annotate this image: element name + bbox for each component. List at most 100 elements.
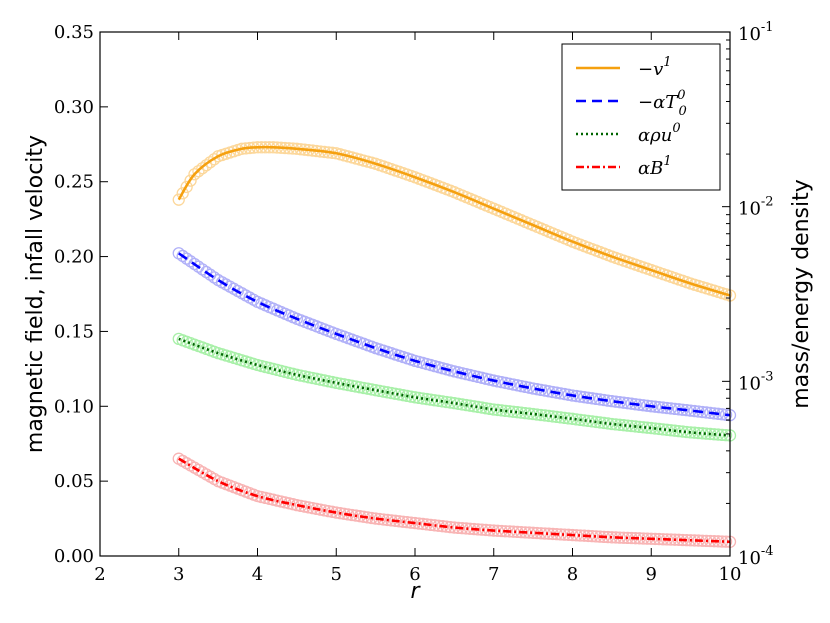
y-right-tick-label: 10-2 bbox=[738, 195, 774, 220]
series-marker-point bbox=[562, 412, 575, 425]
y-left-tick-label: 0.00 bbox=[54, 546, 94, 567]
y-left-tick-label: 0.05 bbox=[54, 471, 94, 492]
series-marker-point bbox=[369, 384, 382, 397]
series-marker-point bbox=[645, 532, 658, 545]
series-marker-point bbox=[172, 193, 185, 206]
y-right-tick-label: 10-4 bbox=[738, 544, 774, 569]
series-marker-point bbox=[389, 514, 402, 527]
series-marker-point bbox=[353, 381, 367, 394]
series-line-0 bbox=[177, 145, 731, 297]
series-marker-point bbox=[656, 423, 670, 436]
series-marker-point bbox=[680, 425, 693, 439]
series-marker-point bbox=[428, 394, 441, 407]
series-marker-point bbox=[696, 427, 709, 440]
x-tick-label: 3 bbox=[173, 564, 184, 585]
y-right-axis-title: mass/energy density bbox=[789, 179, 814, 409]
series-marker-point bbox=[712, 428, 725, 441]
series-marker-point bbox=[349, 380, 363, 393]
legend-label-2: αρu0 bbox=[638, 121, 681, 146]
series-marker-point bbox=[708, 407, 721, 420]
x-tick-label: 7 bbox=[488, 564, 499, 585]
y-right-tick-label: 10-3 bbox=[738, 369, 774, 394]
x-tick-label: 9 bbox=[646, 564, 657, 585]
series-marker-point bbox=[676, 425, 689, 438]
series-marker-point bbox=[503, 405, 516, 418]
series-marker-point bbox=[641, 421, 654, 434]
legend-label-0: −v1 bbox=[638, 55, 672, 80]
series-line-2 bbox=[178, 337, 731, 437]
series-markers-1 bbox=[172, 247, 737, 422]
x-tick-label: 10 bbox=[719, 564, 742, 585]
series-marker-point bbox=[483, 524, 496, 537]
series-marker-point bbox=[310, 502, 323, 515]
series-marker-point bbox=[341, 508, 355, 521]
series-marker-point bbox=[294, 499, 307, 513]
series-marker-point bbox=[432, 394, 445, 407]
series-marker-point bbox=[326, 505, 339, 518]
series-marker-point bbox=[660, 533, 674, 546]
legend-label-1: −αT0 0 bbox=[638, 88, 687, 119]
series-marker-point bbox=[586, 415, 599, 428]
series-marker-point bbox=[389, 387, 402, 400]
y-left-axis-title: magnetic field, infall velocity bbox=[23, 135, 48, 453]
series-marker-point bbox=[420, 518, 433, 531]
series-marker-point bbox=[676, 533, 689, 547]
y-left-tick-label: 0.30 bbox=[54, 97, 94, 118]
series-marker-point bbox=[176, 187, 189, 200]
series-marker-point bbox=[330, 376, 343, 390]
series-marker-point bbox=[605, 417, 619, 431]
y-left-tick-label: 0.20 bbox=[54, 247, 94, 268]
axes-ticks: 2 3 4 5 6 7 8 9 10 0.00 0.05 0.10 0.15 0.20 0.25 0.30 0.… bbox=[54, 20, 774, 585]
series-marker-point bbox=[467, 400, 481, 413]
series-marker-point bbox=[357, 510, 370, 523]
series-marker-point bbox=[566, 528, 579, 542]
series-marker-point bbox=[448, 397, 461, 410]
y-right-tick-label: 10-1 bbox=[738, 20, 774, 45]
x-tick-label: 2 bbox=[94, 564, 105, 585]
series-marker-point bbox=[719, 535, 733, 548]
series-marker-point bbox=[196, 162, 209, 175]
series-marker-point bbox=[660, 423, 674, 436]
series-marker-point bbox=[487, 403, 500, 416]
series-marker-point bbox=[566, 412, 579, 425]
series-marker-point bbox=[617, 419, 630, 432]
series-marker-point bbox=[192, 165, 205, 178]
series-marker-point bbox=[629, 532, 642, 545]
series-marker-point bbox=[692, 534, 705, 547]
series-marker-point bbox=[613, 531, 626, 544]
series-marker-point bbox=[471, 400, 485, 414]
series-marker-point bbox=[582, 414, 595, 428]
series-marker-point bbox=[491, 403, 504, 417]
series-marker-point bbox=[526, 407, 540, 421]
series-marker-point bbox=[452, 397, 465, 410]
series-marker-point bbox=[637, 421, 650, 434]
series-line-3 bbox=[178, 457, 731, 544]
x-axis-title: r bbox=[410, 579, 421, 604]
series-marker-point bbox=[676, 403, 689, 416]
series-marker-point bbox=[184, 174, 197, 187]
y-left-tick-label: 0.25 bbox=[54, 172, 94, 193]
series-marker-point bbox=[200, 159, 213, 172]
series-marker-point bbox=[542, 409, 556, 423]
series-marker-point bbox=[373, 512, 386, 526]
series-marker-point bbox=[436, 520, 449, 533]
legend-label-3: αB1 bbox=[638, 154, 672, 179]
series-line-1 bbox=[178, 252, 731, 417]
series-marker-point bbox=[404, 516, 418, 529]
series-marker-point bbox=[700, 427, 713, 440]
series-marker-point bbox=[373, 384, 386, 398]
y-left-tick-label: 0.35 bbox=[54, 22, 94, 43]
series-marker-point bbox=[393, 388, 406, 401]
series-marker-point bbox=[507, 405, 520, 418]
series-marker-point bbox=[188, 168, 201, 181]
series-marker-point bbox=[452, 521, 465, 534]
series-marker-point bbox=[546, 410, 559, 423]
series-marker-point bbox=[467, 522, 481, 536]
series-marker-point bbox=[180, 180, 193, 194]
series-marker-point bbox=[523, 407, 536, 420]
plot-area bbox=[172, 141, 737, 548]
series-marker-point bbox=[208, 153, 221, 166]
x-tick-label: 8 bbox=[567, 564, 578, 585]
series-marker-point bbox=[601, 417, 615, 430]
series-marker-point bbox=[597, 530, 611, 543]
